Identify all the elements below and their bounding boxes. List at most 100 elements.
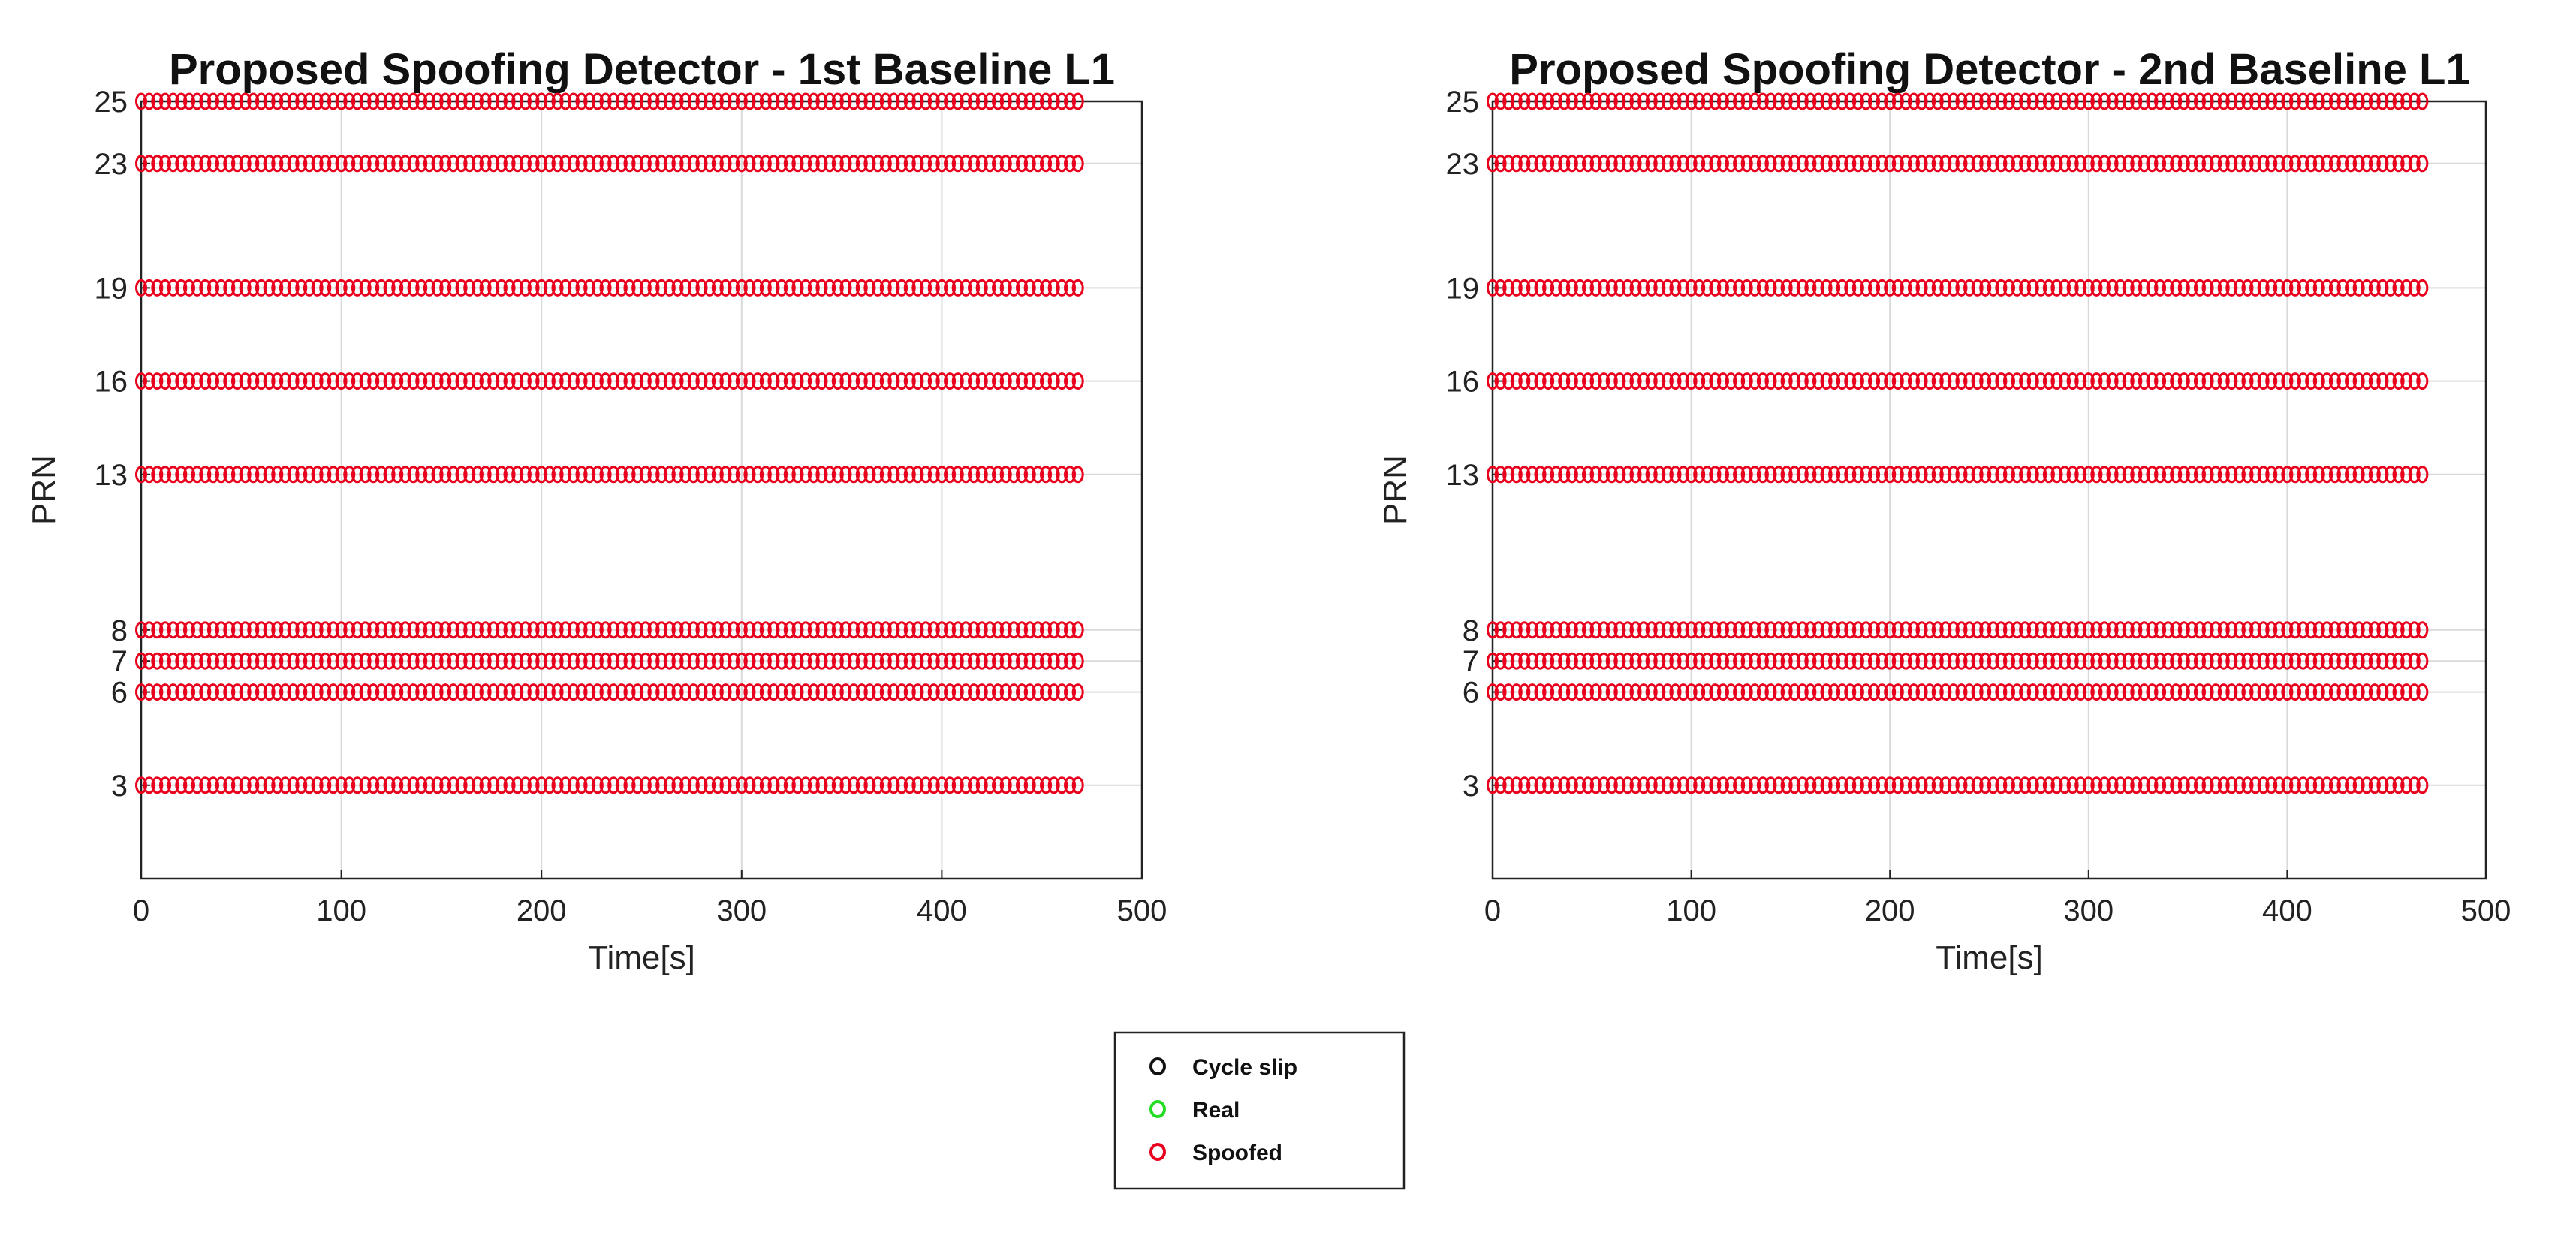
data-point	[951, 776, 964, 794]
data-point	[1677, 466, 1690, 484]
data-point	[2162, 652, 2174, 670]
data-point	[559, 92, 572, 110]
data-point	[1550, 155, 1562, 173]
data-point	[2210, 683, 2222, 701]
data-point	[1963, 652, 1976, 670]
data-point	[2059, 92, 2071, 110]
data-point	[711, 776, 724, 794]
data-point	[2177, 155, 2190, 173]
data-point	[815, 652, 828, 670]
data-point	[359, 621, 372, 639]
data-point	[391, 683, 404, 701]
data-point	[2249, 621, 2262, 639]
data-point	[848, 92, 860, 110]
data-point	[1502, 92, 1515, 110]
data-point	[1071, 776, 1084, 794]
data-point	[431, 683, 444, 701]
data-point	[999, 466, 1012, 484]
data-point	[2257, 466, 2270, 484]
data-point	[2400, 372, 2413, 390]
data-point	[1773, 466, 1785, 484]
data-point	[752, 466, 764, 484]
data-point	[2225, 683, 2238, 701]
data-point	[2074, 621, 2087, 639]
data-point	[2210, 155, 2222, 173]
data-point	[1064, 621, 1077, 639]
data-point	[519, 372, 532, 390]
data-point	[1574, 466, 1586, 484]
data-point	[263, 372, 276, 390]
data-point	[2368, 155, 2381, 173]
data-point	[824, 652, 836, 670]
data-point	[1828, 466, 1841, 484]
data-point	[2305, 683, 2318, 701]
data-point	[807, 92, 820, 110]
data-point	[431, 621, 444, 639]
data-point	[935, 621, 948, 639]
data-point	[351, 92, 363, 110]
data-point	[303, 372, 315, 390]
data-point	[2210, 466, 2222, 484]
data-point	[2361, 279, 2373, 297]
data-point	[1518, 92, 1531, 110]
data-point	[863, 279, 876, 297]
data-point	[263, 652, 276, 670]
data-point	[2361, 621, 2373, 639]
data-point	[903, 652, 916, 670]
data-point	[2312, 652, 2325, 670]
data-point	[1709, 372, 1722, 390]
data-point	[1860, 155, 1872, 173]
data-point	[1494, 372, 1507, 390]
data-point	[1756, 466, 1769, 484]
data-point	[935, 683, 948, 701]
data-point	[615, 92, 628, 110]
data-point	[1709, 621, 1722, 639]
data-point	[175, 466, 188, 484]
data-point	[2019, 776, 2032, 794]
data-point	[415, 652, 428, 670]
data-point	[1796, 621, 1809, 639]
data-point	[463, 92, 476, 110]
data-point	[728, 776, 740, 794]
data-point	[2082, 776, 2095, 794]
data-point	[831, 372, 844, 390]
data-point	[1605, 466, 1618, 484]
data-point	[944, 466, 957, 484]
data-point	[1526, 372, 1538, 390]
data-point	[1851, 621, 1864, 639]
data-point	[815, 466, 828, 484]
data-point	[351, 279, 363, 297]
data-point	[2059, 372, 2071, 390]
data-point	[1955, 683, 1968, 701]
data-point	[167, 466, 179, 484]
data-point	[1947, 776, 1960, 794]
data-point	[2130, 466, 2143, 484]
data-point	[415, 466, 428, 484]
data-point	[2050, 279, 2063, 297]
data-point	[599, 279, 612, 297]
data-point	[1605, 683, 1618, 701]
data-point	[1788, 776, 1801, 794]
data-point	[263, 776, 276, 794]
data-point	[631, 683, 644, 701]
data-point	[687, 683, 700, 701]
data-point	[135, 683, 147, 701]
data-point	[2257, 155, 2270, 173]
data-point	[1780, 372, 1793, 390]
data-point	[2035, 155, 2047, 173]
data-point	[1900, 372, 1912, 390]
data-point	[351, 466, 363, 484]
data-point	[1016, 155, 1029, 173]
data-point	[911, 466, 924, 484]
data-point	[1023, 776, 1036, 794]
data-point	[1645, 279, 1658, 297]
data-point	[1071, 155, 1084, 173]
data-point	[776, 466, 788, 484]
data-point	[1891, 466, 1904, 484]
data-point	[1693, 652, 1706, 670]
data-point	[743, 621, 756, 639]
data-point	[695, 776, 708, 794]
data-point	[1510, 372, 1523, 390]
data-point	[2011, 155, 2023, 173]
data-point	[527, 652, 540, 670]
